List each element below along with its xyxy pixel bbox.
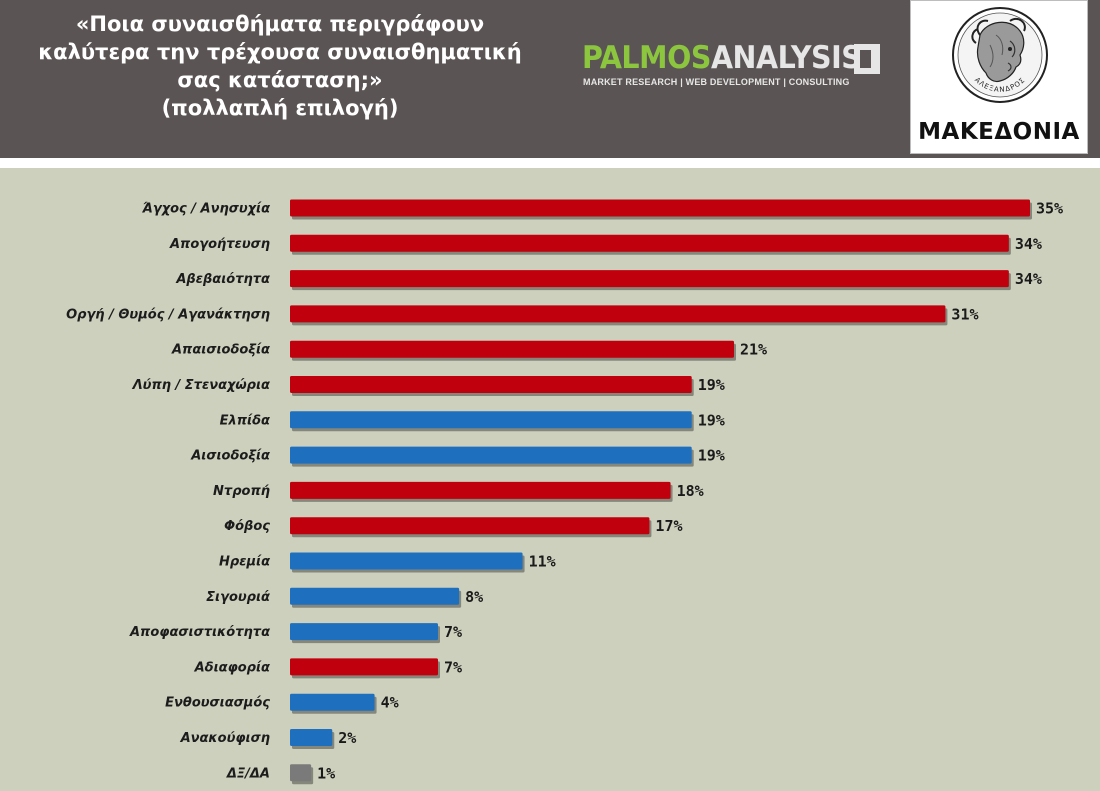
category-label: Ηρεμία bbox=[219, 555, 270, 570]
bar-0 bbox=[290, 199, 1030, 217]
bar-3 bbox=[290, 305, 946, 323]
chart-area: Άγχος / Ανησυχία 35% Απογοήτευση 34% Αβεβαιό… bbox=[0, 168, 1100, 791]
bar-4 bbox=[290, 340, 734, 358]
value-label: 19% bbox=[698, 376, 725, 394]
value-label: 21% bbox=[740, 341, 767, 359]
category-label: ΔΞ/ΔΑ bbox=[226, 766, 270, 781]
category-label: Αβεβαιότητα bbox=[175, 272, 270, 287]
category-label: Φόβος bbox=[224, 519, 270, 534]
palmos-analysis-logo: PALMOSANALYSIS MARKET RESEARCH | WEB DEV… bbox=[582, 40, 902, 100]
palmos-tagline: MARKET RESEARCH | WEB DEVELOPMENT | CONS… bbox=[583, 77, 850, 87]
palmos-word-part2: ANALYSIS bbox=[710, 40, 862, 76]
makedonia-wordmark: ΜΑΚΕΔΟΝΙΑ bbox=[918, 119, 1080, 145]
value-label: 35% bbox=[1036, 200, 1063, 218]
palmos-word-part1: PALMOS bbox=[582, 40, 711, 76]
palmos-wordmark: PALMOSANALYSIS bbox=[582, 40, 862, 76]
category-label: Απαισιοδοξία bbox=[171, 343, 270, 358]
value-label: 18% bbox=[677, 482, 704, 500]
makedonia-logo: ΑΛΕΞΑΝΔΡΟΣ ΜΑΚΕΔΟΝΙΑ bbox=[910, 0, 1088, 154]
bar-16 bbox=[290, 764, 312, 782]
bar-15 bbox=[290, 729, 333, 746]
category-label: Ντροπή bbox=[213, 484, 270, 499]
category-label: Σιγουριά bbox=[206, 590, 270, 605]
value-label: 17% bbox=[655, 517, 682, 535]
value-label: 19% bbox=[698, 447, 725, 465]
value-label: 2% bbox=[338, 729, 356, 747]
value-label: 1% bbox=[317, 764, 335, 782]
bar-7 bbox=[290, 446, 692, 464]
value-label: 4% bbox=[381, 694, 399, 712]
value-label: 11% bbox=[529, 553, 556, 571]
value-label: 31% bbox=[951, 305, 978, 323]
bar-12 bbox=[290, 623, 438, 641]
bar-11 bbox=[290, 587, 460, 605]
value-label: 7% bbox=[444, 658, 462, 676]
value-label: 7% bbox=[444, 623, 462, 641]
category-label: Αδιαφορία bbox=[194, 660, 270, 675]
category-label: Αποφασιστικότητα bbox=[129, 625, 270, 640]
bar-10 bbox=[290, 552, 523, 570]
bar-1 bbox=[290, 234, 1009, 252]
bar-2 bbox=[290, 270, 1009, 288]
category-label: Ανακούφιση bbox=[180, 731, 270, 746]
category-label: Άγχος / Ανησυχία bbox=[142, 202, 271, 217]
value-label: 34% bbox=[1015, 270, 1042, 288]
value-label: 19% bbox=[698, 411, 725, 429]
value-label: 8% bbox=[465, 588, 483, 606]
bar-6 bbox=[290, 411, 692, 429]
chart-question: «Ποια συναισθήματα περιγράφουν καλύτερα … bbox=[20, 10, 540, 122]
category-label: Λύπη / Στεναχώρια bbox=[132, 378, 270, 393]
category-label: Οργή / Θυμός / Αγανάκτηση bbox=[66, 307, 270, 322]
question-note: (πολλαπλή επιλογή) bbox=[161, 96, 399, 120]
alexander-coin-icon: ΑΛΕΞΑΝΔΡΟΣ bbox=[952, 7, 1048, 103]
category-label: Απογοήτευση bbox=[169, 237, 270, 252]
category-label: Ενθουσιασμός bbox=[165, 696, 270, 711]
bar-9 bbox=[290, 517, 650, 535]
bar-13 bbox=[290, 658, 438, 676]
palmos-square-icon bbox=[854, 44, 880, 74]
category-label: Ελπίδα bbox=[220, 413, 270, 428]
category-label: Αισιοδοξία bbox=[190, 449, 270, 464]
horizontal-bar-chart: Άγχος / Ανησυχία 35% Απογοήτευση 34% Αβεβαιό… bbox=[66, 199, 1063, 785]
question-line-1: «Ποια συναισθήματα περιγράφουν bbox=[75, 12, 485, 36]
bar-8 bbox=[290, 481, 671, 499]
bar-14 bbox=[290, 693, 375, 711]
chart-header: «Ποια συναισθήματα περιγράφουν καλύτερα … bbox=[0, 0, 1100, 158]
question-line-3: σας κατάσταση;» bbox=[177, 68, 383, 92]
bar-5 bbox=[290, 376, 692, 393]
value-label: 34% bbox=[1015, 235, 1042, 253]
question-line-2: καλύτερα την τρέχουσα συναισθηματική bbox=[38, 40, 522, 64]
